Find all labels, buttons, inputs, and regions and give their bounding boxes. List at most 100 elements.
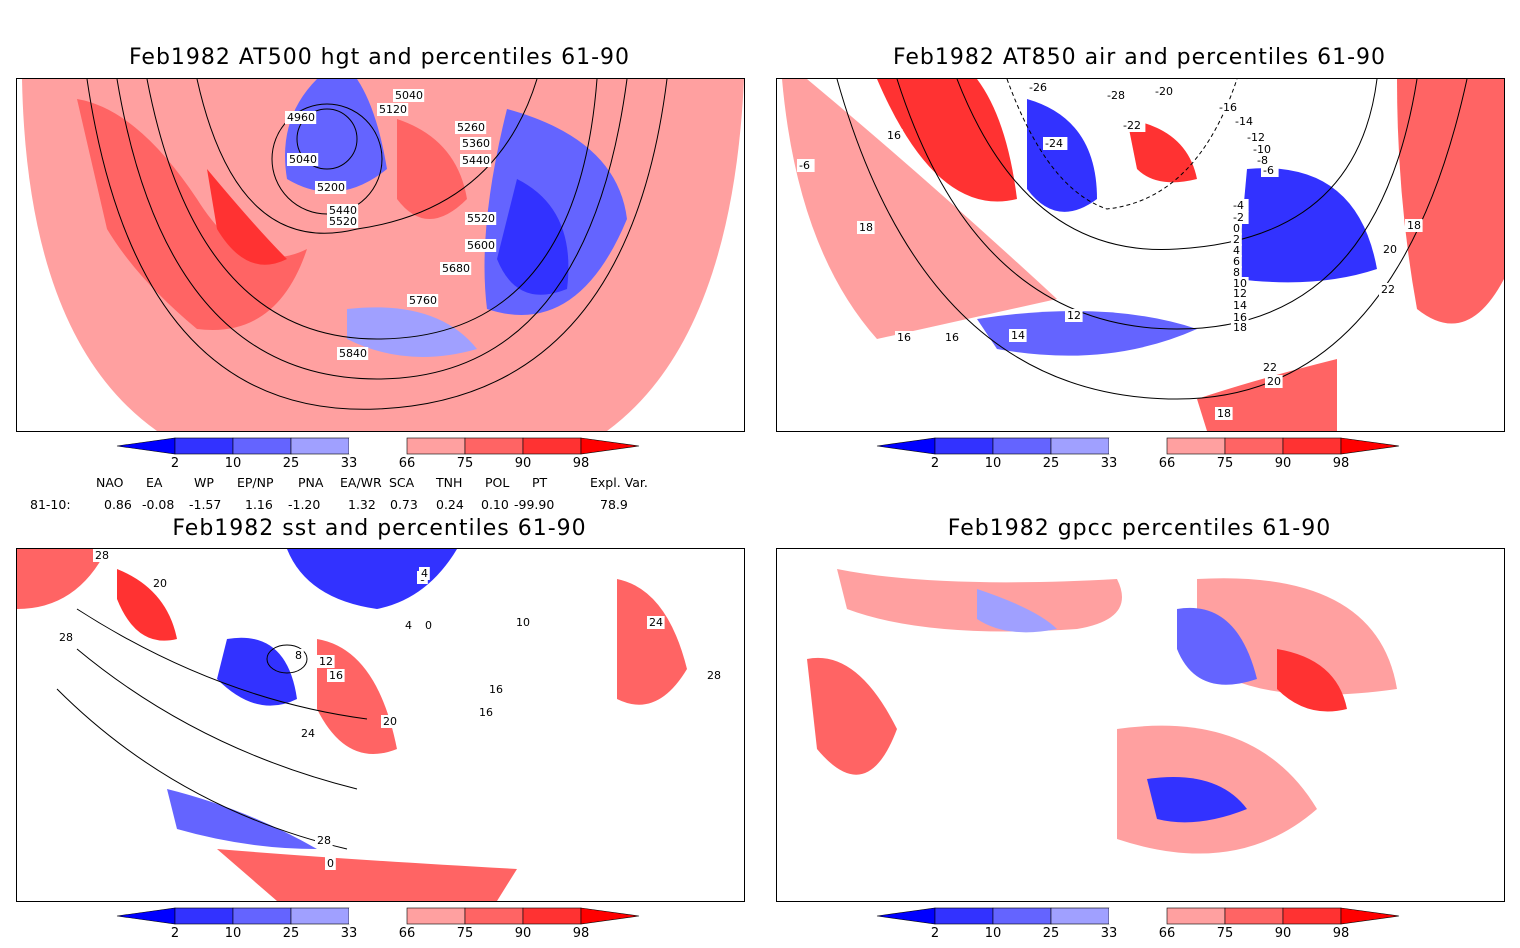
- colorbar-segment: [992, 907, 1052, 925]
- contour-label: -2: [1233, 211, 1244, 224]
- contour-label: 24: [649, 616, 663, 629]
- contour-label: 20: [383, 715, 397, 728]
- map-air850-canvas: -26-28 -20-16-22-2416-14-12-10-8-6-4-2024…: [782, 79, 1504, 431]
- contour-label: 16: [897, 331, 911, 344]
- index-value-nao: 0.86: [104, 497, 132, 512]
- contour-label-bg: [1231, 299, 1249, 312]
- colorbar-segment: [116, 437, 176, 455]
- colorbar-label: 66: [1159, 456, 1176, 471]
- colorbar-label: 25: [283, 456, 300, 471]
- colorbar-segment: [1050, 437, 1110, 455]
- contour-label-bg: [317, 655, 335, 668]
- colorbar-segment: [934, 907, 994, 925]
- colorbar-label: 33: [1101, 926, 1118, 941]
- contour-label-bg: [1261, 164, 1279, 177]
- colorbar-label: 66: [399, 926, 416, 941]
- colorbar-label: 2: [931, 456, 939, 471]
- contour-0: [266, 644, 308, 674]
- contour-label: -22: [1123, 119, 1141, 132]
- contour-label: 14: [1011, 329, 1025, 342]
- colorbar-label: 25: [1043, 926, 1060, 941]
- contour-label-bg: [1231, 287, 1249, 300]
- colorbar-label: 2: [171, 926, 179, 941]
- contour-label: 0: [1233, 222, 1240, 235]
- contour-label-bg: [151, 577, 169, 590]
- contour-label: -20: [1155, 85, 1173, 98]
- europe-warm-anomaly: [397, 119, 467, 219]
- colorbar-air850: 2 10 25 33 66 75 90 98: [876, 437, 1407, 478]
- percentile-field: [782, 79, 1057, 339]
- contour-label-bg: [1233, 115, 1258, 128]
- sahel-dry-anomaly: [1147, 777, 1247, 823]
- index-value-sca: 0.73: [390, 497, 418, 512]
- contour-label: 18: [859, 221, 873, 234]
- colorbar-segment: [1340, 437, 1400, 455]
- colorbar-segment: [1340, 907, 1400, 925]
- panel-title-air850: Feb1982 AT850 air and percentiles 61-90: [892, 45, 1387, 70]
- contour-label: -16: [1219, 101, 1237, 114]
- contour-label-bg: [465, 212, 497, 225]
- contour-label: 5200: [317, 181, 345, 194]
- contour-label-bg: [299, 727, 317, 740]
- index-header-pna: PNA: [298, 475, 324, 490]
- contour-label-bg: [1215, 407, 1233, 420]
- colorbar-segment: [406, 437, 466, 455]
- north-dry-anomaly: [977, 589, 1057, 633]
- colorbar-label: 98: [573, 456, 590, 471]
- contour-label-bg: [1105, 89, 1130, 102]
- contour-label: 16: [489, 683, 503, 696]
- contour-label-bg: [1231, 311, 1249, 324]
- atlantic-warm-anomaly: [317, 639, 397, 754]
- contour-label-bg: [337, 347, 369, 360]
- contour-label-bg: [1231, 222, 1242, 235]
- contour-label-bg: [1251, 143, 1276, 156]
- contour-label-bg: [287, 153, 319, 166]
- index-value-pt: -99.90: [514, 497, 555, 512]
- colorbar-label: 10: [225, 456, 242, 471]
- colorbar-label: 75: [457, 456, 474, 471]
- contour-label: 5120: [379, 103, 407, 116]
- colorbar-label: 2: [171, 456, 179, 471]
- contour-24: [56, 688, 348, 850]
- contour-label: 5520: [467, 212, 495, 225]
- contour-label-bg: [1405, 219, 1423, 232]
- contour-label-bg: [1231, 233, 1242, 246]
- colorbar-label: 33: [341, 456, 358, 471]
- contour-label: -14: [1235, 115, 1253, 128]
- contour-label: 5040: [395, 89, 423, 102]
- colorbar-segment: [1282, 437, 1342, 455]
- map-hgt500: 4960 5040 5120 5040 5200 5260 5360 5440 5440 5520…: [16, 78, 745, 432]
- contour-label-bg: [514, 616, 532, 629]
- warm-core: [207, 169, 287, 265]
- americas-wet-anomaly: [807, 657, 897, 775]
- contour-label-bg: [419, 567, 430, 580]
- contour-label-bg: [477, 706, 495, 719]
- map-air850: -26 -28 -20 -16 -22 -24 16 -14 -12 -10 -8 -6 -4 -2 0 2 4…: [776, 78, 1505, 432]
- colorbar-label: 66: [1159, 926, 1176, 941]
- contour-label: 5680: [442, 262, 470, 275]
- contour-label: 4: [405, 619, 412, 632]
- colorbar-segment: [1050, 907, 1110, 925]
- map-hgt500-canvas: 4960504051205040520052605360544054405520…: [22, 79, 744, 431]
- colorbar-canvas: 2 10 25 33 66 75 90 98: [116, 437, 640, 471]
- contour-label-bg: [403, 619, 414, 632]
- contour-label: 16: [1233, 311, 1247, 324]
- contour-label: -24: [1045, 137, 1063, 150]
- contour-label: 4: [1233, 244, 1240, 257]
- contour-label: 16: [329, 669, 343, 682]
- colorbar-segment: [522, 437, 582, 455]
- index-header-expl-var: Expl. Var.: [590, 475, 648, 490]
- colorbar-segment: [464, 907, 524, 925]
- cold-band: [977, 311, 1197, 356]
- index-value-pol: 0.10: [481, 497, 509, 512]
- colorbar-label: 90: [515, 926, 532, 941]
- contour-label: 6: [1233, 255, 1240, 268]
- contour-label-bg: [327, 204, 359, 217]
- colorbar-label: 2: [931, 926, 939, 941]
- contour-label-bg: [315, 834, 333, 847]
- contour-label-bg: [1255, 154, 1273, 167]
- index-value-expl-var: 78.9: [600, 497, 628, 512]
- contour-label: 5840: [339, 347, 367, 360]
- contour-label-bg: [327, 215, 359, 228]
- colorbar-segment: [1166, 437, 1226, 455]
